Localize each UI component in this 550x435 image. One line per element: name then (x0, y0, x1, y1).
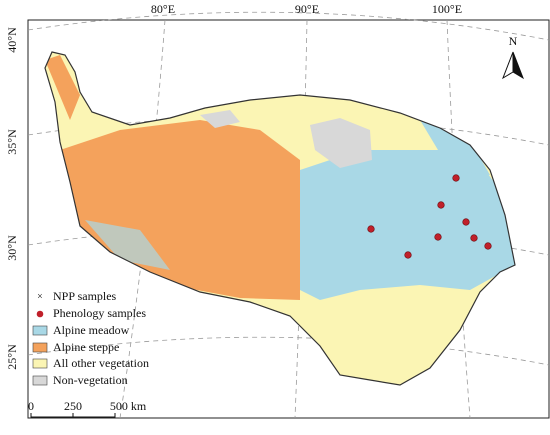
latitude-label: 25°N (5, 344, 19, 370)
phenology-sample (470, 234, 478, 242)
alpine-steppe-area (45, 55, 80, 120)
alpine-meadow-area (85, 220, 170, 270)
north-label: N (509, 34, 518, 48)
phenology-sample (484, 242, 492, 250)
legend-label: Phenology samples (53, 306, 146, 320)
legend-label: Alpine meadow (53, 323, 130, 337)
phenology-symbol (36, 310, 44, 318)
non-vegetation-area (310, 118, 372, 168)
phenology-sample (434, 233, 442, 241)
legend: × NPP samples Phenology samples Alpine m… (32, 289, 149, 387)
alpine-steppe-area (60, 120, 300, 300)
npp-symbol: × (37, 291, 43, 302)
phenology-sample (404, 251, 412, 259)
alpine-meadow-area (420, 120, 490, 175)
parallel (27, 336, 550, 366)
latitude-label: 30°N (5, 235, 19, 261)
legend-swatch (32, 325, 48, 336)
scale-line (30, 413, 116, 418)
phenology-sample (367, 225, 375, 233)
scale-label: 500 km (110, 399, 147, 413)
legend-label: Alpine steppe (53, 340, 119, 354)
plateau-outline (44, 51, 516, 386)
alpine-meadow-area (300, 150, 515, 300)
north-arrow: N (502, 34, 524, 80)
scale-bar: 0 250 500 km (28, 399, 147, 418)
scale-label: 0 (28, 399, 34, 413)
map-frame (27, 19, 550, 419)
phenology-sample (452, 174, 460, 182)
legend-swatch (32, 358, 48, 369)
legend-label: NPP samples (53, 289, 117, 303)
latitude-label: 40°N (5, 27, 19, 53)
arrow-right (512, 51, 524, 80)
latitude-label: 35°N (5, 129, 19, 155)
phenology-samples (367, 174, 492, 259)
legend-swatch (32, 375, 48, 386)
legend-label: Non-vegetation (53, 373, 128, 387)
phenology-sample (462, 218, 470, 226)
parallel (27, 11, 550, 41)
longitude-label: 80°E (151, 2, 175, 16)
longitude-label: 100°E (432, 2, 462, 16)
scale-label: 250 (64, 399, 82, 413)
phenology-sample (437, 201, 445, 209)
arrow-left (502, 51, 514, 80)
longitude-label: 90°E (295, 2, 319, 16)
legend-swatch (32, 342, 48, 353)
non-vegetation-area (200, 110, 240, 128)
legend-label: All other vegetation (53, 356, 149, 370)
